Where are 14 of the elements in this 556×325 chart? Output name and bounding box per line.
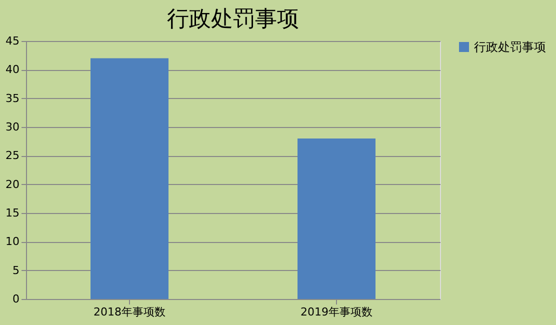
chart-title: 行政处罚事项 — [167, 7, 299, 32]
y-tick-label: 35 — [6, 92, 20, 105]
y-tick-label: 10 — [6, 235, 20, 248]
y-tick-label: 45 — [6, 34, 20, 48]
legend-label: 行政处罚事项 — [474, 40, 546, 54]
y-tick-label: 40 — [6, 63, 20, 76]
x-tick-label: 2019年事项数 — [300, 306, 372, 318]
y-tick-label: 15 — [6, 206, 20, 220]
y-tick-label: 5 — [12, 264, 20, 277]
y-tick-label: 25 — [6, 149, 20, 162]
y-tick-label: 30 — [6, 120, 20, 134]
y-tick-label: 20 — [6, 178, 20, 191]
y-tick-label: 0 — [12, 292, 20, 306]
x-tick-label: 2018年事项数 — [94, 306, 166, 318]
